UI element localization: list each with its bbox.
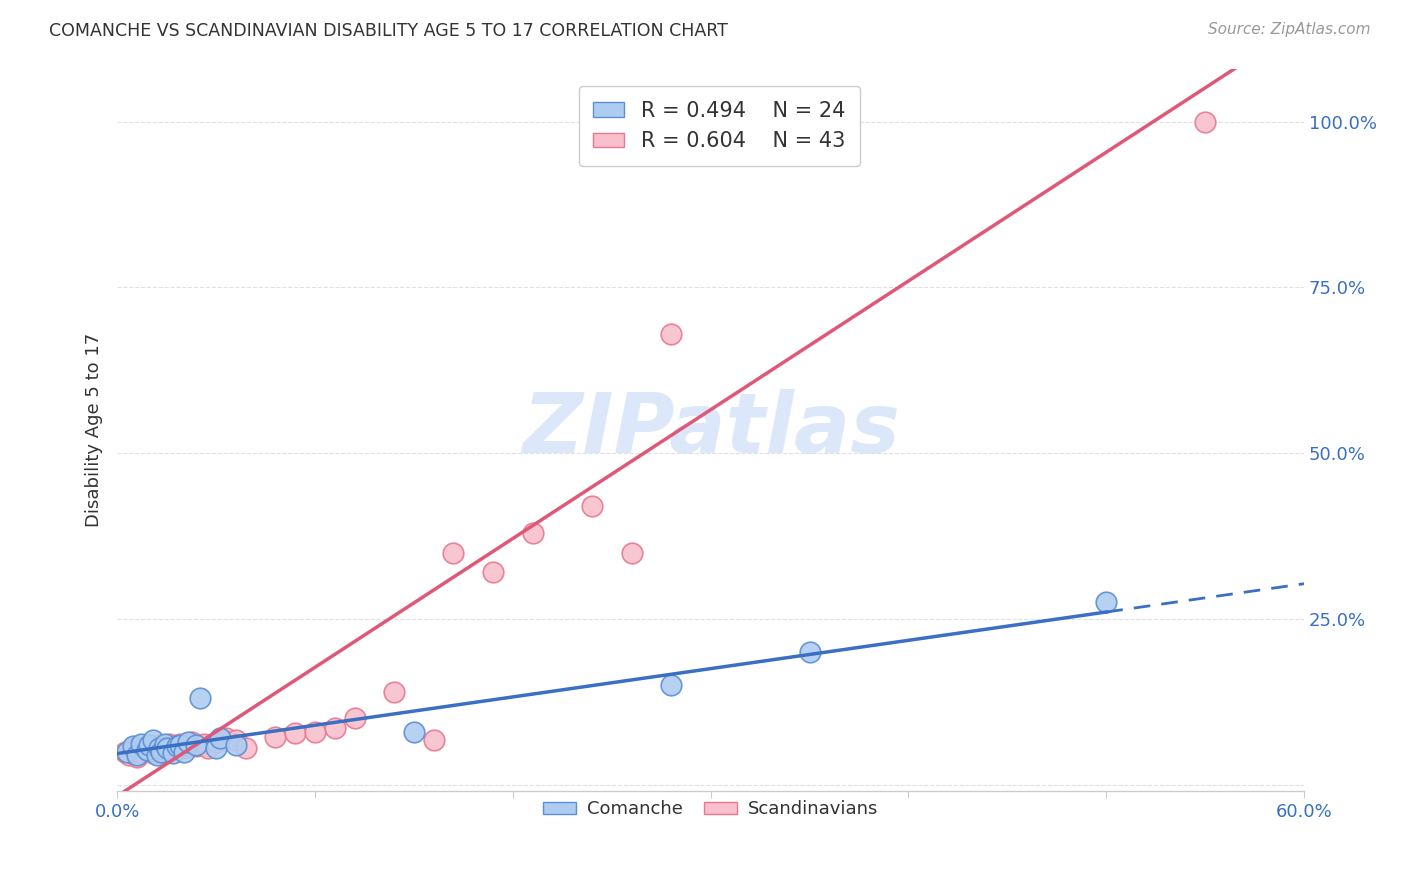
Point: [125, 749, 148, 764]
Text: Source: ZipAtlas.com: Source: ZipAtlas.com: [1208, 22, 1371, 37]
Point: [205, 734, 228, 748]
Point: [422, 732, 444, 747]
Point: [323, 721, 346, 735]
Point: [135, 743, 157, 757]
Point: [162, 741, 184, 756]
Point: [129, 737, 152, 751]
Text: COMANCHE VS SCANDINAVIAN DISABILITY AGE 5 TO 17 CORRELATION CHART: COMANCHE VS SCANDINAVIAN DISABILITY AGE …: [49, 22, 728, 40]
Point: [162, 746, 184, 760]
Point: [169, 738, 191, 752]
Point: [148, 741, 170, 756]
Y-axis label: Disability Age 5 to 17: Disability Age 5 to 17: [86, 333, 103, 527]
Point: [1095, 595, 1118, 609]
Point: [115, 745, 138, 759]
Point: [153, 737, 176, 751]
Point: [215, 731, 238, 746]
Point: [114, 745, 136, 759]
Point: [235, 741, 257, 756]
Point: [264, 730, 287, 744]
Point: [343, 711, 366, 725]
Point: [153, 739, 176, 754]
Point: [138, 738, 160, 752]
Point: [402, 724, 425, 739]
Point: [181, 734, 204, 748]
Point: [188, 691, 211, 706]
Point: [148, 738, 170, 752]
Point: [482, 566, 505, 580]
Point: [156, 745, 179, 759]
Point: [659, 678, 682, 692]
Point: [799, 645, 821, 659]
Point: [186, 739, 208, 754]
Point: [205, 741, 228, 756]
Point: [118, 747, 141, 762]
Point: [145, 741, 167, 756]
Point: [173, 741, 195, 756]
Point: [142, 746, 165, 760]
Point: [193, 737, 215, 751]
Point: [581, 499, 603, 513]
Point: [129, 746, 152, 760]
Point: [186, 738, 208, 752]
Point: [718, 114, 741, 128]
Legend: Comanche, Scandinavians: Comanche, Scandinavians: [536, 793, 886, 826]
Text: ZIPatlas: ZIPatlas: [522, 390, 900, 470]
Point: [149, 745, 172, 759]
Point: [142, 732, 165, 747]
Point: [522, 525, 544, 540]
Point: [169, 737, 191, 751]
Point: [122, 739, 145, 754]
Point: [177, 734, 200, 748]
Point: [443, 545, 465, 559]
Point: [138, 738, 160, 752]
Point: [149, 745, 172, 759]
Point: [284, 726, 307, 740]
Point: [188, 738, 211, 752]
Point: [145, 747, 167, 762]
Point: [157, 737, 180, 751]
Point: [166, 739, 188, 754]
Point: [125, 747, 148, 762]
Point: [166, 738, 188, 752]
Point: [173, 745, 195, 759]
Point: [225, 732, 247, 747]
Point: [382, 685, 405, 699]
Point: [1194, 114, 1216, 128]
Point: [659, 326, 682, 341]
Point: [620, 545, 643, 559]
Point: [225, 738, 247, 752]
Point: [304, 724, 326, 739]
Point: [177, 738, 200, 752]
Point: [122, 741, 145, 756]
Point: [209, 731, 232, 746]
Point: [134, 741, 156, 756]
Point: [156, 741, 179, 756]
Point: [197, 741, 219, 756]
